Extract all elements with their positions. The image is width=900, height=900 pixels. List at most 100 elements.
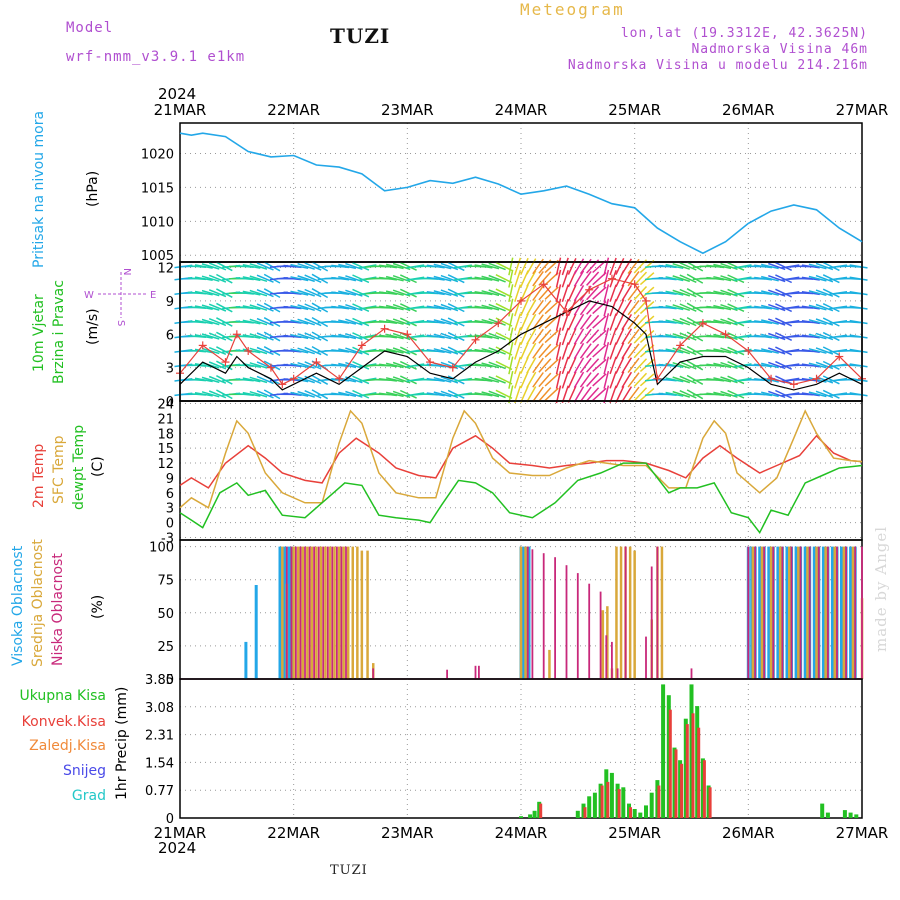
wind-barb: [615, 313, 625, 331]
wind-barb: [754, 377, 773, 382]
wind-barb: [727, 375, 745, 385]
wind-barb: [579, 314, 592, 330]
wind-barb: [526, 258, 537, 275]
wind-barb: [808, 362, 827, 369]
wind-barb: [672, 376, 691, 384]
wind-barb: [727, 389, 745, 399]
cloud-bar: [281, 546, 284, 679]
precip-bar: [825, 812, 830, 818]
wind-barb: [447, 331, 465, 342]
x-tick-label-bottom: 25MAR: [608, 824, 661, 842]
cloud-bar: [554, 557, 556, 679]
wind-barb: [706, 320, 725, 324]
wind-barb: [399, 317, 417, 327]
wind-barb: [544, 344, 559, 358]
cloud-bar: [526, 546, 529, 679]
x-tick-label-top: 21MAR: [154, 101, 207, 119]
wind-barb: [538, 329, 552, 344]
cloud-bar: [292, 546, 295, 679]
wind-barb: [665, 304, 684, 311]
wind-barb: [256, 332, 274, 341]
wind-barb: [194, 391, 213, 397]
wind-barb: [440, 376, 459, 384]
wind-barb: [481, 362, 500, 369]
wind-barb: [216, 360, 233, 371]
wind-barb: [849, 305, 868, 310]
wind-barb: [216, 261, 233, 272]
wind-barb: [304, 303, 322, 312]
wind-barb: [495, 389, 513, 399]
cloud-bar: [278, 546, 282, 679]
cloud-bar: [606, 606, 609, 679]
wind-barb: [379, 392, 397, 397]
wind-barb: [526, 342, 537, 360]
wind-barb: [609, 342, 617, 360]
wind-barb: [526, 313, 537, 331]
wind-barb: [822, 274, 840, 284]
wind-barb: [579, 357, 592, 374]
wind-barb: [426, 276, 445, 281]
cloud-bar: [446, 669, 448, 679]
wind-barb: [481, 333, 500, 340]
wind-barb: [474, 392, 493, 397]
wind-barb: [672, 347, 691, 355]
legend-snijeg: Snijeg: [63, 763, 106, 779]
wind-barb: [801, 291, 820, 296]
wind-barb: [592, 315, 607, 329]
wind-barb: [399, 389, 417, 399]
precip-bar: [600, 785, 604, 818]
cloud-bar: [776, 546, 780, 679]
cloud-bar: [781, 546, 784, 679]
wind-barb: [603, 356, 610, 375]
wind-barb: [433, 290, 452, 297]
wind-barb: [713, 319, 732, 325]
wind-barb: [579, 372, 592, 388]
wind-ylabel-3: (m/s): [85, 308, 101, 345]
wind-barb: [727, 361, 745, 370]
wind-barb: [256, 303, 274, 312]
legend-grad: Grad: [72, 788, 106, 804]
wind-barb: [621, 371, 633, 388]
cloud-bar: [808, 546, 811, 679]
cloud-bar: [830, 546, 834, 679]
wind-barb: [815, 289, 834, 297]
wind-barb: [586, 329, 600, 344]
wind-barb: [201, 318, 220, 326]
wind-barb: [627, 357, 640, 374]
wind-barb: [447, 317, 465, 327]
wind-barb: [208, 289, 227, 298]
wind-barb: [331, 392, 350, 397]
wind-barb: [754, 349, 773, 353]
x-tick-label-bottom: 26MAR: [722, 824, 775, 842]
wind-barb: [633, 329, 648, 344]
wind-barb: [378, 305, 398, 310]
wind-barb: [201, 289, 220, 297]
wind-barb: [627, 386, 640, 402]
cloud-bar: [794, 546, 798, 679]
cloud-bar: [854, 546, 857, 679]
wind-ylabel-2: Brzina i Pravac: [51, 280, 67, 384]
wind-barb: [290, 348, 309, 354]
wind-barb: [573, 299, 585, 316]
cloud-bar: [633, 550, 636, 679]
cloud-bar: [817, 546, 820, 679]
wind-barb: [713, 304, 732, 311]
wind-barb: [727, 346, 745, 356]
cloud-bar: [527, 546, 531, 679]
wind-barb: [815, 347, 834, 355]
cloud-bar: [588, 583, 591, 679]
wind-barb: [474, 290, 493, 296]
wind-barb: [592, 358, 607, 372]
precip-bar: [621, 787, 626, 818]
wind-barb: [544, 300, 559, 315]
cloud-bar: [342, 546, 345, 679]
wind-barb: [433, 304, 452, 311]
wind-barb: [208, 346, 227, 355]
wind-barb: [338, 263, 357, 270]
wind-barb: [352, 361, 370, 370]
wind-barb: [815, 274, 834, 283]
wind-barb: [849, 392, 868, 397]
wind-barb: [706, 378, 725, 382]
wind-barb: [440, 262, 459, 271]
wind-barb: [194, 334, 213, 339]
